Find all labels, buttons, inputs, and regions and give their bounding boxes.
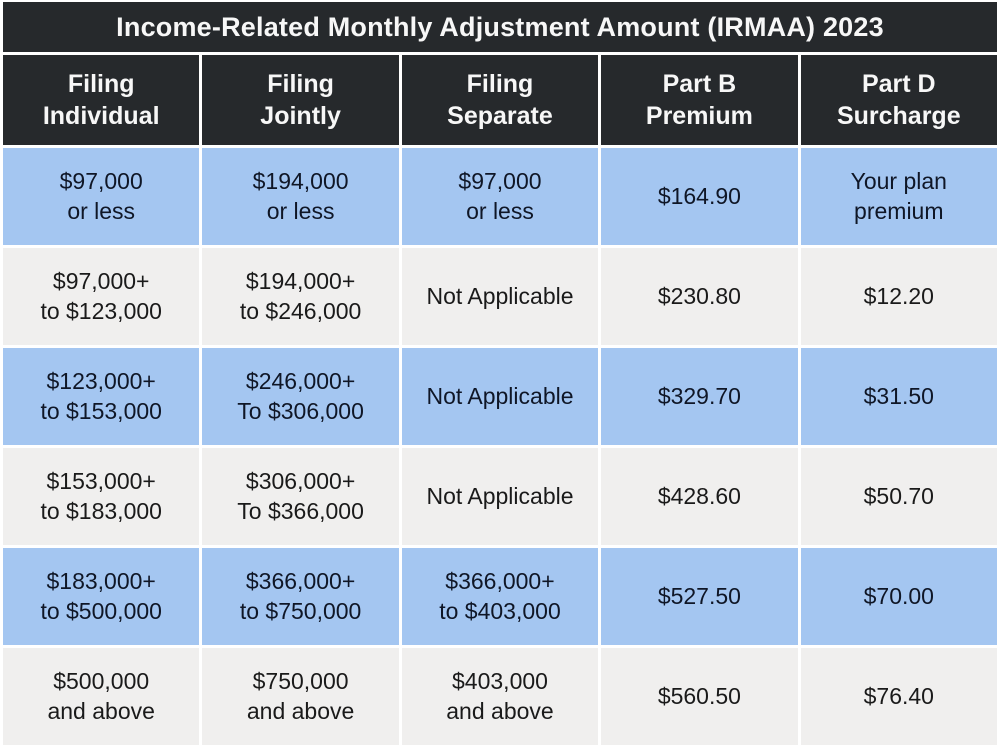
table-row: $183,000+ to $500,000 $366,000+ to $750,… [3,548,997,645]
table-cell: $183,000+ to $500,000 [3,548,200,645]
column-header-filing-jointly: Filing Jointly [202,55,399,145]
table-cell: $76.40 [800,648,997,745]
column-header-part-b-premium: Part B Premium [601,55,798,145]
table-cell: $70.00 [800,548,997,645]
table-cell: Not Applicable [401,248,599,345]
table-cell: $97,000 or less [3,148,200,245]
table-cell: $230.80 [601,248,798,345]
table-cell: $527.50 [601,548,798,645]
table-cell: $246,000+ To $306,000 [202,348,399,445]
table-cell: $97,000+ to $123,000 [3,248,200,345]
table-cell: $164.90 [601,148,798,245]
table-cell: $306,000+ To $366,000 [202,448,399,545]
table-cell: Not Applicable [401,448,599,545]
table-title: Income-Related Monthly Adjustment Amount… [3,2,997,52]
column-header-part-d-surcharge: Part D Surcharge [800,55,997,145]
table-row: $97,000 or less $194,000 or less $97,000… [3,148,997,245]
table-row: $500,000 and above $750,000 and above $4… [3,648,997,745]
table-cell: $194,000+ to $246,000 [202,248,399,345]
table-cell: $366,000+ to $403,000 [401,548,599,645]
table-cell: $750,000 and above [202,648,399,745]
column-header-filing-individual: Filing Individual [3,55,200,145]
table-cell: Not Applicable [401,348,599,445]
table-cell: $123,000+ to $153,000 [3,348,200,445]
header-row: Filing Individual Filing Jointly Filing … [3,55,997,145]
table-cell: $31.50 [800,348,997,445]
table-cell: $403,000 and above [401,648,599,745]
table-cell: $153,000+ to $183,000 [3,448,200,545]
column-header-filing-separate: Filing Separate [401,55,599,145]
table-cell: $12.20 [800,248,997,345]
table-cell: $366,000+ to $750,000 [202,548,399,645]
table-cell: Your plan premium [800,148,997,245]
table-cell: $97,000 or less [401,148,599,245]
table-row: $97,000+ to $123,000 $194,000+ to $246,0… [3,248,997,345]
table-row: $153,000+ to $183,000 $306,000+ To $366,… [3,448,997,545]
table-cell: $560.50 [601,648,798,745]
table-cell: $194,000 or less [202,148,399,245]
table-cell: $329.70 [601,348,798,445]
table-cell: $500,000 and above [3,648,200,745]
table-cell: $428.60 [601,448,798,545]
table-row: $123,000+ to $153,000 $246,000+ To $306,… [3,348,997,445]
table-cell: $50.70 [800,448,997,545]
